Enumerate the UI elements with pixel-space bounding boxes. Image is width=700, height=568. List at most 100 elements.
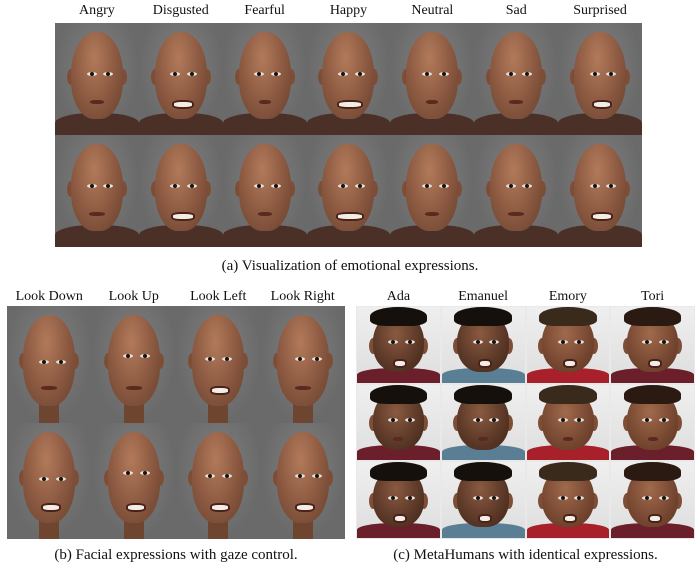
column-label: Disgusted [152, 3, 209, 18]
eye [38, 360, 49, 365]
eye [204, 473, 215, 478]
metahuman-face-image [441, 462, 525, 538]
ear [324, 353, 333, 370]
gaze-face-image [91, 306, 176, 423]
face [490, 31, 543, 120]
eye [574, 495, 585, 500]
mouth [41, 502, 62, 512]
eye [589, 72, 600, 77]
mouth [562, 359, 577, 369]
mouth [647, 436, 658, 441]
shirt [474, 112, 559, 135]
metahuman-face-image [357, 307, 440, 383]
face [406, 143, 459, 232]
emotion-face-image [558, 23, 642, 135]
eye [658, 495, 669, 500]
emotion-face-image [138, 23, 223, 135]
eye [472, 417, 483, 422]
column-label: Sad [505, 3, 527, 18]
ear [674, 337, 683, 354]
eye [312, 357, 323, 362]
mouth [647, 514, 662, 524]
ear [538, 180, 547, 197]
shirt [558, 224, 642, 247]
face [276, 315, 329, 407]
ear [420, 493, 429, 510]
gaze-face-image [7, 306, 92, 423]
shirt [138, 112, 223, 135]
metahuman-face-image [441, 384, 525, 461]
eye [557, 340, 568, 345]
face [70, 31, 123, 120]
column-label: Ada [386, 289, 411, 304]
eye [438, 184, 449, 189]
eye [606, 184, 617, 189]
hair [369, 307, 428, 326]
gaze-face-image [260, 422, 345, 539]
column-label: Look Left [190, 289, 247, 304]
ear [202, 68, 211, 85]
mouth [425, 212, 440, 217]
mouth [592, 100, 613, 110]
metahuman-face-image [526, 462, 610, 538]
ear [240, 469, 249, 486]
ear [504, 493, 513, 510]
mouth [125, 502, 146, 512]
ear [240, 353, 249, 370]
mouth [509, 100, 524, 105]
metahuman-face-image [357, 462, 440, 538]
eye [489, 340, 500, 345]
caption-b: (b) Facial expressions with gaze control… [54, 547, 298, 563]
mouth [393, 514, 408, 524]
ear [71, 353, 80, 370]
eye [170, 184, 181, 189]
hair [623, 307, 682, 326]
shirt [441, 445, 525, 461]
ear [589, 337, 598, 354]
mouth [258, 100, 271, 105]
eye [254, 184, 265, 189]
mouth [171, 100, 194, 110]
metahuman-face-image [611, 384, 694, 461]
eye [472, 340, 483, 345]
eye [103, 72, 114, 77]
gaze-face-image [260, 306, 345, 423]
mouth [478, 514, 493, 524]
eye [103, 184, 114, 189]
mouth [337, 100, 364, 110]
eye [295, 473, 306, 478]
ear [155, 469, 164, 486]
mouth [562, 514, 577, 524]
eye [388, 495, 399, 500]
eye [642, 417, 653, 422]
eye [589, 184, 600, 189]
column-label: Emory [548, 289, 587, 304]
gaze-face-image [176, 422, 261, 539]
ear [674, 493, 683, 510]
mouth [508, 212, 525, 217]
face [406, 31, 459, 120]
emotion-face-image [306, 23, 391, 135]
mouth [170, 212, 195, 222]
mouth [210, 502, 231, 512]
metahuman-face-image [611, 307, 694, 383]
ear [454, 68, 463, 85]
eye [86, 72, 97, 77]
eye [55, 360, 66, 365]
shirt [306, 224, 391, 247]
eye [642, 495, 653, 500]
mouth [478, 359, 493, 369]
shirt [222, 112, 307, 135]
eye [270, 184, 281, 189]
face [490, 143, 543, 232]
emotion-face-image [306, 135, 391, 247]
face [70, 143, 123, 232]
ear [674, 415, 683, 432]
eye [404, 340, 415, 345]
eye [522, 184, 533, 189]
shirt [138, 224, 223, 247]
ear [504, 337, 513, 354]
eye [354, 72, 365, 77]
shirt [526, 522, 610, 538]
eye [404, 417, 415, 422]
